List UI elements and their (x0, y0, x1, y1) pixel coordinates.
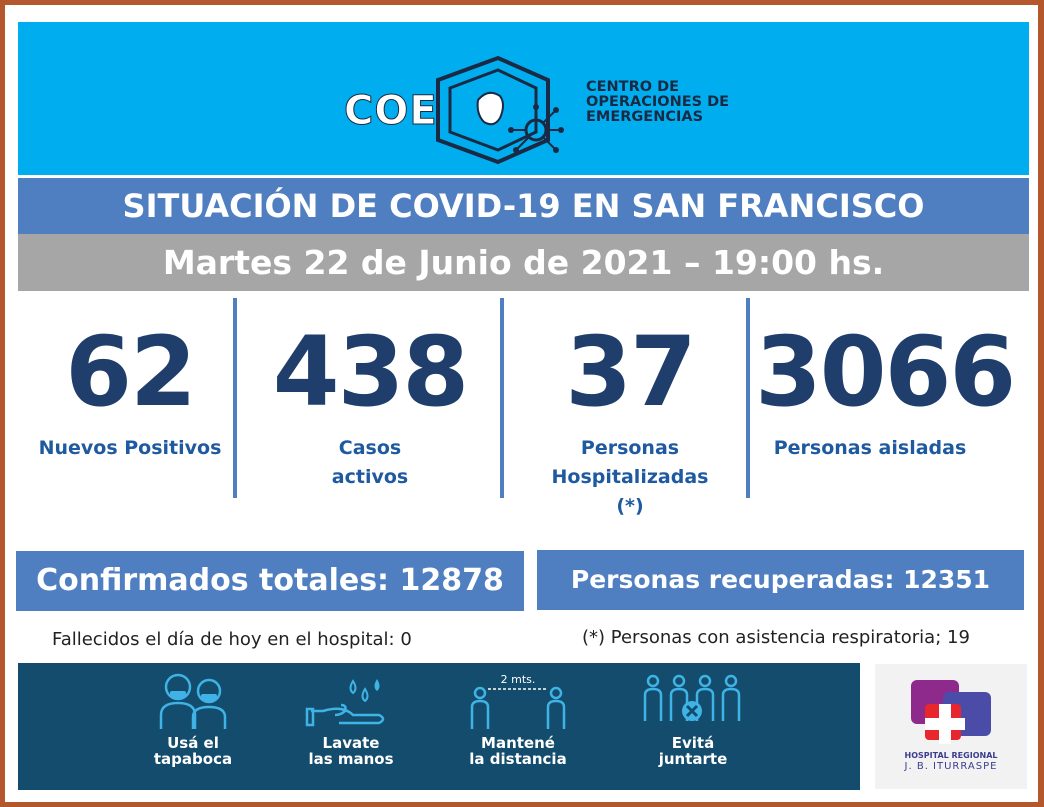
distance-label: 2 mts. (501, 673, 536, 686)
recovered-total: Personas recuperadas: 12351 (537, 550, 1024, 610)
prevention-banner: Usá el tapaboca Lavate las manos 2 mts. (18, 663, 860, 790)
stat-value: 62 (65, 316, 197, 428)
hand-wash-icon (305, 679, 385, 727)
tip-label: Usá el tapaboca (153, 734, 233, 768)
people-mask-icon (159, 673, 227, 729)
tip-label: Lavate las manos (308, 734, 394, 768)
virus-map-icon (436, 55, 564, 165)
stat-value: 3066 (755, 316, 1016, 428)
no-gathering-icon (643, 674, 741, 721)
coe-acronym: COE (344, 88, 438, 135)
stat-isolated: 3066 Personas aisladas (755, 312, 1016, 463)
stat-value: 438 (272, 316, 469, 428)
tip-hand-wash: Lavate las manos (276, 671, 426, 767)
stat-divider (233, 298, 237, 498)
coe-logo: COE CENTRO DE OPERACIONES DE EMERGENCIAS (328, 28, 776, 173)
tip-label: Mantené la distancia (469, 734, 567, 768)
stat-label: Nuevos Positivos (38, 437, 222, 459)
page-title: SITUACIÓN DE COVID-19 EN SAN FRANCISCO (18, 178, 1029, 234)
hospital-name: HOSPITAL REGIONAL J. B. ITURRASPE (904, 751, 998, 772)
hospital-cross-icon (911, 680, 991, 744)
tip-mask: Usá el tapaboca (118, 671, 268, 767)
respiratory-note: (*) Personas con asistencia respiratoria… (582, 627, 970, 648)
stat-label: Personas aisladas (773, 437, 967, 459)
stat-hospitalized: 37 Personas Hospitalizadas (*) (515, 312, 745, 521)
tip-distance: 2 mts. Mantené la distancia (443, 671, 593, 767)
deaths-note: Fallecidos el día de hoy en el hospital:… (52, 629, 412, 650)
tip-label: Evitá juntarte (658, 734, 728, 768)
stat-active-cases: 438 Casos activos (250, 312, 490, 492)
coe-full-name: CENTRO DE OPERACIONES DE EMERGENCIAS (586, 79, 730, 125)
confirmed-total: Confirmados totales: 12878 (16, 551, 524, 611)
report-date: Martes 22 de Junio de 2021 – 19:00 hs. (18, 234, 1029, 291)
stat-divider (500, 298, 504, 498)
stat-label: Personas Hospitalizadas (*) (551, 437, 709, 517)
distance-icon: 2 mts. (470, 673, 566, 729)
stat-value: 37 (565, 316, 697, 428)
header-banner: COE CENTRO DE OPERACIONES DE EMERGENCIAS (18, 22, 1029, 175)
stat-label: Casos activos (331, 437, 409, 488)
tip-no-gathering: Evitá juntarte (618, 671, 768, 767)
stat-new-positives: 62 Nuevos Positivos (30, 312, 230, 463)
hospital-logo: HOSPITAL REGIONAL J. B. ITURRASPE (875, 664, 1027, 789)
stat-divider (746, 298, 750, 498)
